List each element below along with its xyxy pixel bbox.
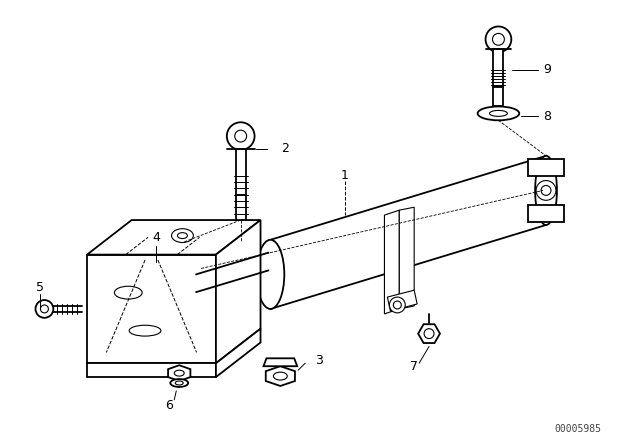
Polygon shape <box>271 156 546 309</box>
Polygon shape <box>399 207 414 309</box>
Text: 9: 9 <box>543 64 551 77</box>
Text: 1: 1 <box>341 169 349 182</box>
Text: 6: 6 <box>165 399 173 412</box>
Text: 5: 5 <box>36 281 44 294</box>
Ellipse shape <box>170 379 188 387</box>
Circle shape <box>394 301 401 309</box>
Ellipse shape <box>273 372 287 380</box>
Ellipse shape <box>189 274 203 292</box>
Ellipse shape <box>490 110 508 116</box>
Circle shape <box>493 34 504 45</box>
Circle shape <box>486 26 511 52</box>
Ellipse shape <box>115 286 142 299</box>
Circle shape <box>227 122 255 150</box>
Polygon shape <box>264 358 297 366</box>
Polygon shape <box>87 363 216 377</box>
Text: 00005985: 00005985 <box>554 424 601 435</box>
Circle shape <box>424 329 434 339</box>
Polygon shape <box>266 366 295 386</box>
Ellipse shape <box>172 228 193 242</box>
Circle shape <box>389 297 405 313</box>
Ellipse shape <box>257 240 284 309</box>
Polygon shape <box>168 365 190 381</box>
Polygon shape <box>87 254 216 363</box>
Ellipse shape <box>535 156 557 225</box>
Ellipse shape <box>177 233 188 239</box>
Text: 8: 8 <box>543 110 551 123</box>
Polygon shape <box>216 329 260 377</box>
Circle shape <box>541 185 551 195</box>
Text: 3: 3 <box>315 354 323 367</box>
Text: 4: 4 <box>152 231 161 244</box>
Ellipse shape <box>175 381 183 385</box>
Polygon shape <box>236 149 246 195</box>
Ellipse shape <box>174 370 184 376</box>
Polygon shape <box>385 210 399 314</box>
Text: 7: 7 <box>410 360 418 373</box>
Polygon shape <box>493 49 504 87</box>
Text: 2: 2 <box>282 142 289 155</box>
Polygon shape <box>387 290 417 311</box>
Polygon shape <box>493 87 504 107</box>
Circle shape <box>40 305 49 313</box>
Circle shape <box>35 300 53 318</box>
Polygon shape <box>528 159 564 176</box>
Polygon shape <box>87 220 260 254</box>
Polygon shape <box>216 220 260 363</box>
Polygon shape <box>528 205 564 222</box>
Circle shape <box>536 181 556 200</box>
Ellipse shape <box>129 325 161 336</box>
Polygon shape <box>418 324 440 343</box>
Polygon shape <box>236 195 246 220</box>
Ellipse shape <box>477 107 519 121</box>
Circle shape <box>235 130 246 142</box>
